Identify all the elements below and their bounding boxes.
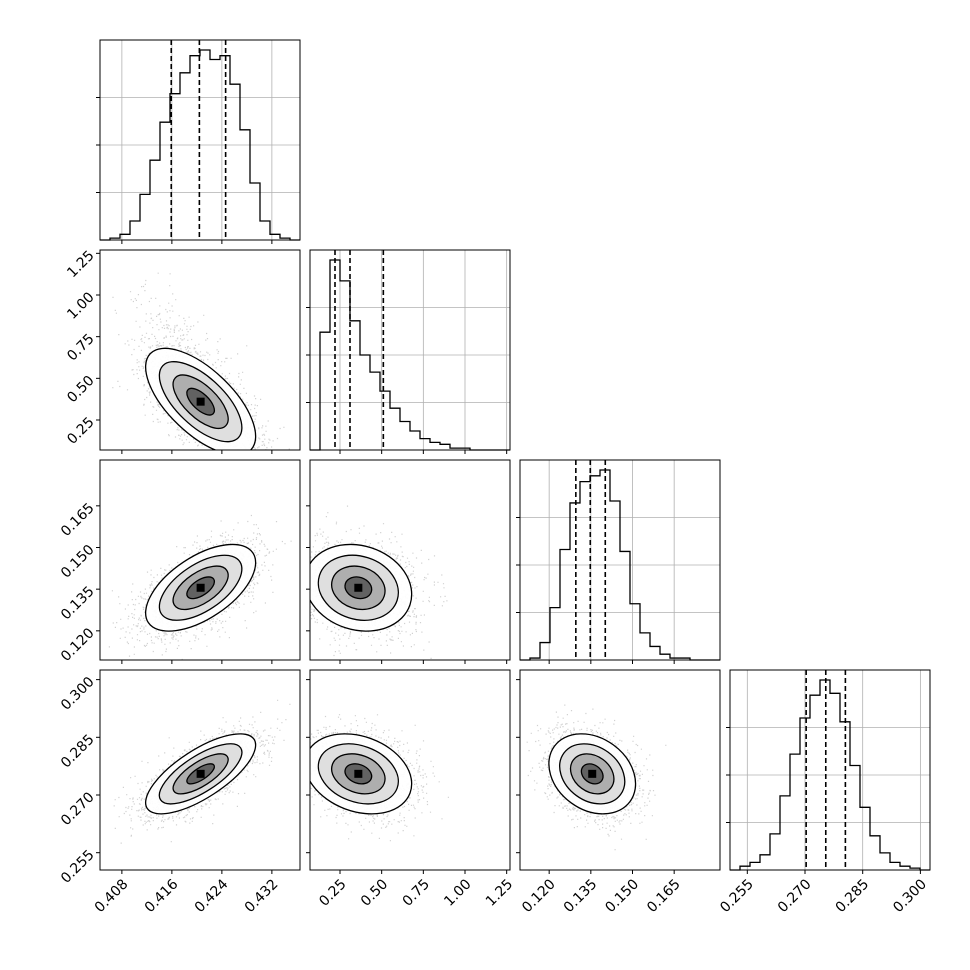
- x-tick-label: 0.25: [316, 876, 349, 909]
- x-tick-label: 0.416: [142, 876, 182, 916]
- density-peak: [354, 583, 363, 592]
- scatter-panel-2-1: [306, 459, 511, 664]
- axes-frame: [99, 669, 301, 871]
- y-tick-label: 1.25: [64, 248, 97, 281]
- x-tick-label: 0.135: [561, 876, 601, 916]
- scatter-clip: [310, 505, 448, 659]
- x-tick-label: 0.285: [833, 876, 873, 916]
- x-tick-label: 1.00: [441, 876, 474, 909]
- y-tick-label: 0.50: [64, 373, 97, 406]
- histogram-step-1: [310, 259, 510, 451]
- axes-frame: [729, 669, 931, 871]
- scatter-clip: [101, 514, 292, 660]
- x-tick-label: 0.75: [400, 876, 433, 909]
- x-tick-label: 0.408: [92, 876, 132, 916]
- y-tick-label: 0.285: [58, 732, 98, 772]
- y-tick-label: 0.165: [58, 500, 98, 540]
- hist-panel-1: [306, 249, 511, 454]
- axes-frame: [309, 459, 511, 661]
- axes-frame: [519, 459, 721, 661]
- scatter-panel-1-0: [96, 249, 301, 454]
- y-tick-label: 1.00: [64, 289, 97, 322]
- x-tick-label: 0.300: [890, 876, 930, 916]
- density-peak: [354, 769, 363, 778]
- hist-panel-3: [726, 669, 931, 874]
- histogram-step-3: [730, 679, 930, 871]
- scatter-panel-2-0: [96, 459, 301, 664]
- density-peak: [196, 769, 205, 778]
- y-tick-label: 0.75: [64, 331, 97, 364]
- scatter-clip: [526, 704, 667, 851]
- density-peak: [196, 397, 205, 406]
- axes-frame: [519, 669, 721, 871]
- y-tick-label: 0.150: [58, 542, 98, 582]
- x-tick-label: 0.255: [717, 876, 757, 916]
- y-tick-label: 0.135: [58, 584, 98, 624]
- hist-panel-0: [96, 39, 301, 244]
- x-tick-label: 0.150: [602, 876, 642, 916]
- y-tick-label: 0.120: [58, 625, 98, 665]
- x-tick-label: 1.25: [483, 876, 516, 909]
- scatter-panel-3-0: [96, 669, 301, 874]
- x-tick-label: 0.50: [358, 876, 391, 909]
- histogram-step-2: [520, 469, 720, 661]
- density-peak: [588, 769, 597, 778]
- scatter-panel-3-2: [516, 669, 721, 874]
- y-tick-label: 0.270: [58, 789, 98, 829]
- axes-frame: [309, 249, 511, 451]
- x-tick-label: 0.165: [644, 876, 684, 916]
- x-tick-label: 0.432: [242, 876, 282, 916]
- density-peak: [196, 583, 205, 592]
- axes-frame: [309, 669, 511, 871]
- hist-panel-2: [516, 459, 721, 664]
- scatter-panel-3-1: [306, 669, 511, 874]
- axes-frame: [99, 39, 301, 241]
- x-tick-label: 0.424: [192, 876, 232, 916]
- y-tick-label: 0.255: [58, 847, 98, 887]
- y-tick-label: 0.25: [64, 414, 97, 447]
- x-tick-label: 0.120: [519, 876, 559, 916]
- x-tick-label: 0.270: [775, 876, 815, 916]
- scatter-clip: [112, 272, 290, 450]
- y-tick-label: 0.300: [58, 674, 98, 714]
- scatter-clip: [310, 714, 449, 842]
- axes-frame: [99, 249, 301, 451]
- scatter-clip: [113, 699, 291, 844]
- axes-frame: [99, 459, 301, 661]
